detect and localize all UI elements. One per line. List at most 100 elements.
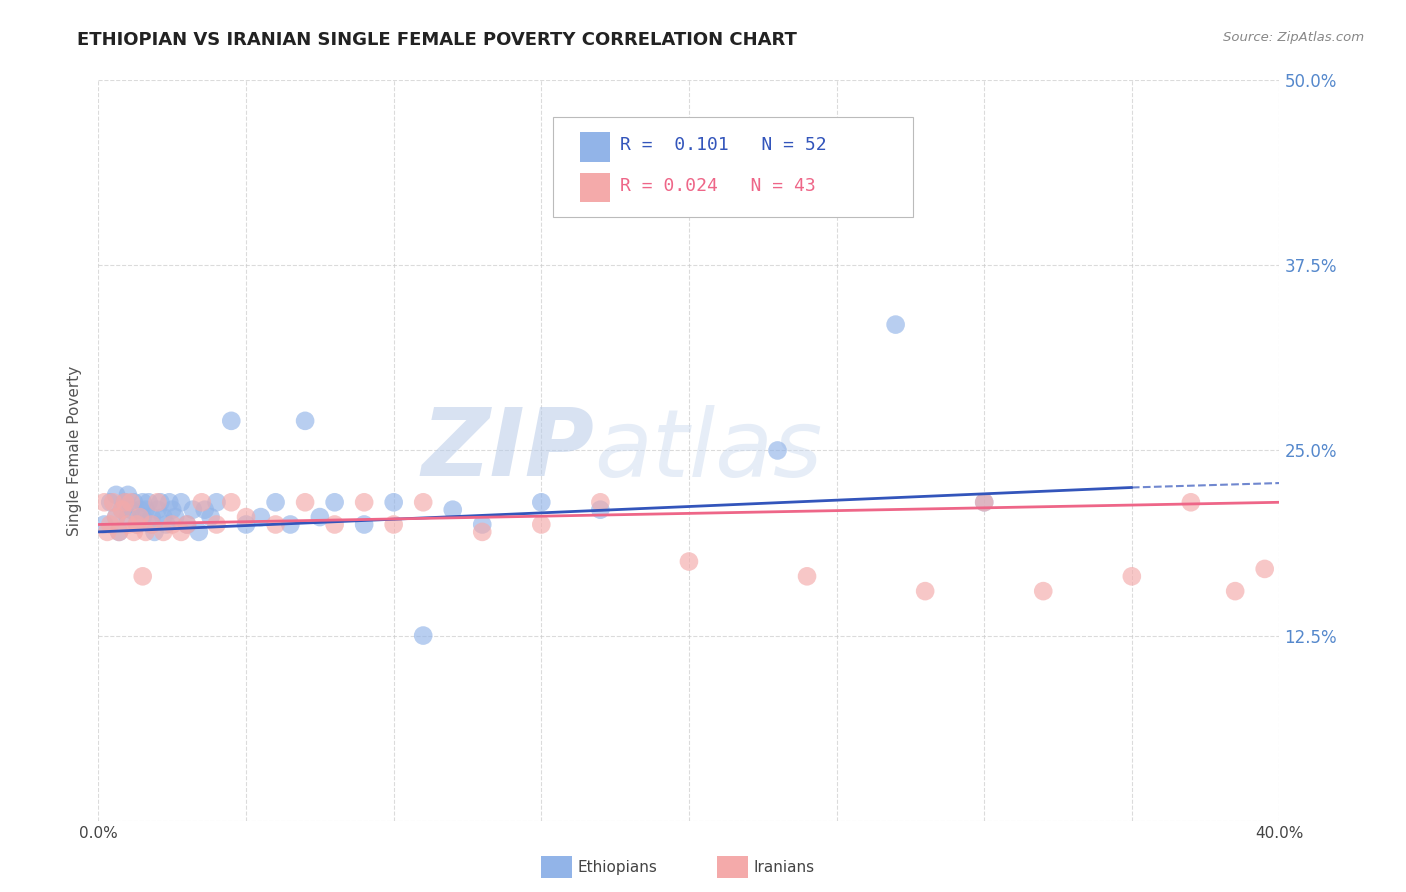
Text: ZIP: ZIP [422,404,595,497]
Point [125,517,148,532]
Point [1180,495,1202,509]
Point [170,495,193,509]
Point [176,517,198,532]
Point [170,524,193,539]
Point [141,517,163,532]
Text: R = 0.024   N = 43: R = 0.024 N = 43 [620,178,817,195]
Point [187,524,209,539]
Point [128,510,150,524]
Point [141,517,163,532]
FancyBboxPatch shape [581,173,610,202]
Point [205,495,228,509]
Point [294,495,316,509]
FancyBboxPatch shape [581,132,610,161]
Point [98,517,121,532]
Point [884,318,907,332]
Point [105,510,128,524]
Point [111,502,134,516]
Point [117,510,139,524]
Point [128,502,150,516]
Point [221,414,243,428]
Point [122,495,145,509]
Point [149,495,172,509]
Point [155,517,177,532]
Point [108,524,131,539]
Point [103,495,125,509]
Point [1225,584,1247,599]
Point [589,495,612,509]
Point [205,517,228,532]
Point [973,495,995,509]
Point [122,524,145,539]
Point [412,495,434,509]
Point [114,495,136,509]
Point [200,510,222,524]
Point [157,495,180,509]
Point [117,488,139,502]
Point [382,495,405,509]
Point [138,495,160,509]
Point [143,524,166,539]
Point [235,510,257,524]
Point [135,524,157,539]
Point [264,495,287,509]
Point [1032,584,1054,599]
Point [141,510,163,524]
Point [678,555,700,569]
Point [530,517,553,532]
Point [135,502,157,516]
Point [973,495,995,509]
Point [111,502,134,516]
Point [280,517,302,532]
Point [98,495,121,509]
Point [132,495,155,509]
Point [412,628,434,642]
Point [250,510,273,524]
Point [132,510,155,524]
Point [146,502,169,516]
Point [93,495,115,509]
Point [93,517,115,532]
Point [589,502,612,516]
Point [120,502,142,516]
Text: Source: ZipAtlas.com: Source: ZipAtlas.com [1223,31,1364,45]
Point [105,488,128,502]
Point [323,495,346,509]
Text: Ethiopians: Ethiopians [578,860,658,874]
Point [914,584,936,599]
Point [1121,569,1143,583]
Point [152,524,174,539]
Point [114,495,136,509]
Text: atlas: atlas [595,405,823,496]
FancyBboxPatch shape [553,117,914,218]
Point [120,495,142,509]
Point [530,495,553,509]
Point [323,517,346,532]
Point [1254,562,1277,576]
Point [766,443,789,458]
Point [165,510,187,524]
Point [194,502,217,516]
Y-axis label: Single Female Poverty: Single Female Poverty [67,366,83,535]
Point [146,495,169,509]
Point [235,517,257,532]
Text: Iranians: Iranians [754,860,814,874]
Point [441,502,464,516]
Point [796,569,818,583]
Point [117,517,139,532]
Point [125,517,148,532]
Point [353,495,375,509]
Point [221,495,243,509]
Point [132,569,155,583]
Text: ETHIOPIAN VS IRANIAN SINGLE FEMALE POVERTY CORRELATION CHART: ETHIOPIAN VS IRANIAN SINGLE FEMALE POVER… [77,31,797,49]
Point [471,517,494,532]
Point [471,524,494,539]
Point [294,414,316,428]
Point [382,517,405,532]
Point [162,517,183,532]
Point [162,502,183,516]
Point [264,517,287,532]
Point [176,517,198,532]
Point [96,524,118,539]
Text: R =  0.101   N = 52: R = 0.101 N = 52 [620,136,827,154]
